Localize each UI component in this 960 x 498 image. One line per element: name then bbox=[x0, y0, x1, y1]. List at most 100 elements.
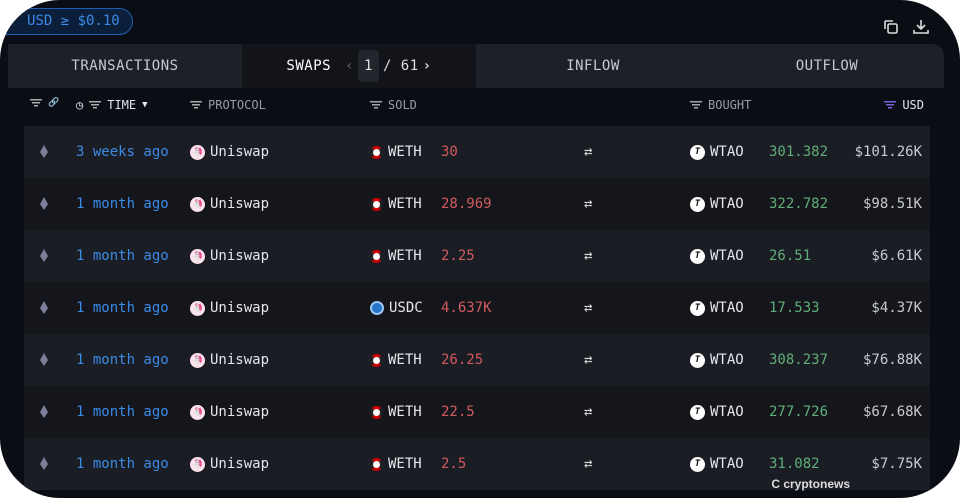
table-row[interactable]: 1 month ago 🦄 Uniswap USDC 4.637K ⇄ T WTAO… bbox=[24, 282, 930, 334]
time-link[interactable]: 3 weeks ago bbox=[76, 144, 169, 160]
page-number-input[interactable]: 1 bbox=[358, 50, 379, 82]
header-protocol: PROTOCOL bbox=[208, 98, 266, 112]
protocol[interactable]: 🦄 Uniswap bbox=[190, 299, 269, 317]
filter-icon[interactable] bbox=[690, 101, 702, 109]
protocol-name: Uniswap bbox=[210, 456, 270, 472]
bought-token-name: WTAO bbox=[710, 404, 744, 420]
next-page-icon[interactable]: › bbox=[422, 58, 432, 74]
pager: ‹ 1 / 61 › bbox=[345, 50, 432, 82]
bought-token[interactable]: T WTAO bbox=[690, 299, 744, 317]
sold-token[interactable]: WETH bbox=[370, 455, 422, 473]
watermark-text: cryptonews bbox=[783, 477, 850, 491]
usd-filter-pill[interactable]: USD ≥ $0.10 bbox=[0, 8, 133, 35]
filter-icon[interactable] bbox=[884, 101, 897, 109]
table-row[interactable]: 1 month ago 🦄 Uniswap WETH 26.25 ⇄ T WTAO … bbox=[24, 334, 930, 386]
swaps-table: 3 weeks ago 🦄 Uniswap WETH 30 ⇄ T WTAO 301… bbox=[24, 126, 930, 490]
sold-token-name: USDC bbox=[389, 300, 423, 316]
weth-icon bbox=[370, 249, 383, 263]
bought-token[interactable]: T WTAO bbox=[690, 351, 744, 369]
time-link[interactable]: 1 month ago bbox=[76, 300, 169, 316]
time-link[interactable]: 1 month ago bbox=[76, 404, 169, 420]
uniswap-icon: 🦄 bbox=[190, 300, 205, 316]
protocol-name: Uniswap bbox=[210, 144, 270, 160]
protocol[interactable]: 🦄 Uniswap bbox=[190, 351, 269, 369]
table-row[interactable]: 1 month ago 🦄 Uniswap WETH 28.969 ⇄ T WTAO… bbox=[24, 178, 930, 230]
header-usd[interactable]: USD bbox=[902, 98, 924, 112]
ethereum-icon bbox=[40, 301, 48, 314]
wtao-icon: T bbox=[690, 248, 705, 264]
wtao-icon: T bbox=[690, 144, 705, 160]
wtao-icon: T bbox=[690, 456, 705, 472]
sold-amount: 26.25 bbox=[441, 352, 484, 368]
tab-outflow[interactable]: OUTFLOW bbox=[795, 58, 859, 74]
bought-amount: 17.533 bbox=[769, 300, 820, 316]
ethereum-icon bbox=[40, 197, 48, 210]
uniswap-icon: 🦄 bbox=[190, 456, 205, 472]
swap-arrows-icon: ⇄ bbox=[584, 248, 593, 264]
protocol[interactable]: 🦄 Uniswap bbox=[190, 195, 269, 213]
sold-token[interactable]: WETH bbox=[370, 247, 422, 265]
prev-page-icon[interactable]: ‹ bbox=[345, 58, 354, 74]
filter-icon[interactable] bbox=[89, 101, 102, 109]
uniswap-icon: 🦄 bbox=[190, 248, 205, 264]
clock-icon: ◷ bbox=[76, 98, 84, 112]
sold-amount: 2.25 bbox=[441, 248, 475, 264]
sold-token[interactable]: WETH bbox=[370, 195, 422, 213]
copy-icon[interactable] bbox=[882, 18, 900, 36]
header-time[interactable]: TIME bbox=[107, 98, 137, 112]
bought-token[interactable]: T WTAO bbox=[690, 195, 744, 213]
protocol[interactable]: 🦄 Uniswap bbox=[190, 143, 269, 161]
sold-token[interactable]: USDC bbox=[370, 299, 423, 317]
swap-arrows-icon: ⇄ bbox=[584, 404, 593, 420]
swap-arrows-icon: ⇄ bbox=[584, 300, 593, 316]
table-row[interactable]: 1 month ago 🦄 Uniswap WETH 22.5 ⇄ T WTAO 2… bbox=[24, 386, 930, 438]
time-link[interactable]: 1 month ago bbox=[76, 352, 169, 368]
table-row[interactable]: 3 weeks ago 🦄 Uniswap WETH 30 ⇄ T WTAO 301… bbox=[24, 126, 930, 178]
bought-token[interactable]: T WTAO bbox=[690, 143, 744, 161]
table-header: 🔗 ◷ TIME ▼ PROTOCOL SOLD BOUGHT USD bbox=[24, 92, 930, 120]
sort-down-icon[interactable]: ▼ bbox=[142, 100, 148, 110]
sold-token[interactable]: WETH bbox=[370, 143, 422, 161]
protocol-name: Uniswap bbox=[210, 248, 270, 264]
download-icon[interactable] bbox=[912, 18, 930, 36]
bought-token[interactable]: T WTAO bbox=[690, 247, 744, 265]
uniswap-icon: 🦄 bbox=[190, 404, 205, 420]
tab-transactions[interactable]: TRANSACTIONS bbox=[71, 58, 179, 74]
wtao-icon: T bbox=[690, 196, 705, 212]
protocol[interactable]: 🦄 Uniswap bbox=[190, 247, 269, 265]
table-row[interactable]: 1 month ago 🦄 Uniswap WETH 2.5 ⇄ T WTAO 31… bbox=[24, 438, 930, 490]
table-row[interactable]: 1 month ago 🦄 Uniswap WETH 2.25 ⇄ T WTAO 2… bbox=[24, 230, 930, 282]
time-link[interactable]: 1 month ago bbox=[76, 456, 169, 472]
filter-icon[interactable] bbox=[30, 99, 42, 107]
filter-icon[interactable] bbox=[190, 101, 202, 109]
protocol-name: Uniswap bbox=[210, 404, 270, 420]
ethereum-icon bbox=[40, 249, 48, 262]
tab-swaps[interactable]: SWAPS ‹ 1 / 61 › bbox=[242, 44, 476, 88]
protocol[interactable]: 🦄 Uniswap bbox=[190, 403, 269, 421]
tab-bar: TRANSACTIONS SWAPS ‹ 1 / 61 › INFLOW OUT… bbox=[8, 44, 944, 88]
sold-token-name: WETH bbox=[388, 196, 422, 212]
sold-token[interactable]: WETH bbox=[370, 403, 422, 421]
usd-value: $4.37K bbox=[871, 300, 922, 316]
bought-token-name: WTAO bbox=[710, 248, 744, 264]
ethereum-icon bbox=[40, 457, 48, 470]
time-link[interactable]: 1 month ago bbox=[76, 196, 169, 212]
tab-inflow[interactable]: INFLOW bbox=[566, 58, 620, 74]
bought-token[interactable]: T WTAO bbox=[690, 455, 744, 473]
ethereum-icon bbox=[40, 353, 48, 366]
sold-amount: 4.637K bbox=[441, 300, 492, 316]
bought-token-name: WTAO bbox=[710, 352, 744, 368]
sold-amount: 28.969 bbox=[441, 196, 492, 212]
time-link[interactable]: 1 month ago bbox=[76, 248, 169, 264]
page-total: / 61 bbox=[382, 58, 419, 74]
bought-token[interactable]: T WTAO bbox=[690, 403, 744, 421]
link-icon[interactable]: 🔗 bbox=[48, 98, 60, 108]
wtao-icon: T bbox=[690, 300, 705, 316]
protocol[interactable]: 🦄 Uniswap bbox=[190, 455, 269, 473]
usd-value: $7.75K bbox=[871, 456, 922, 472]
swap-arrows-icon: ⇄ bbox=[584, 196, 593, 212]
swap-arrows-icon: ⇄ bbox=[584, 144, 593, 160]
filter-icon[interactable] bbox=[370, 101, 382, 109]
weth-icon bbox=[370, 353, 383, 367]
sold-token[interactable]: WETH bbox=[370, 351, 422, 369]
